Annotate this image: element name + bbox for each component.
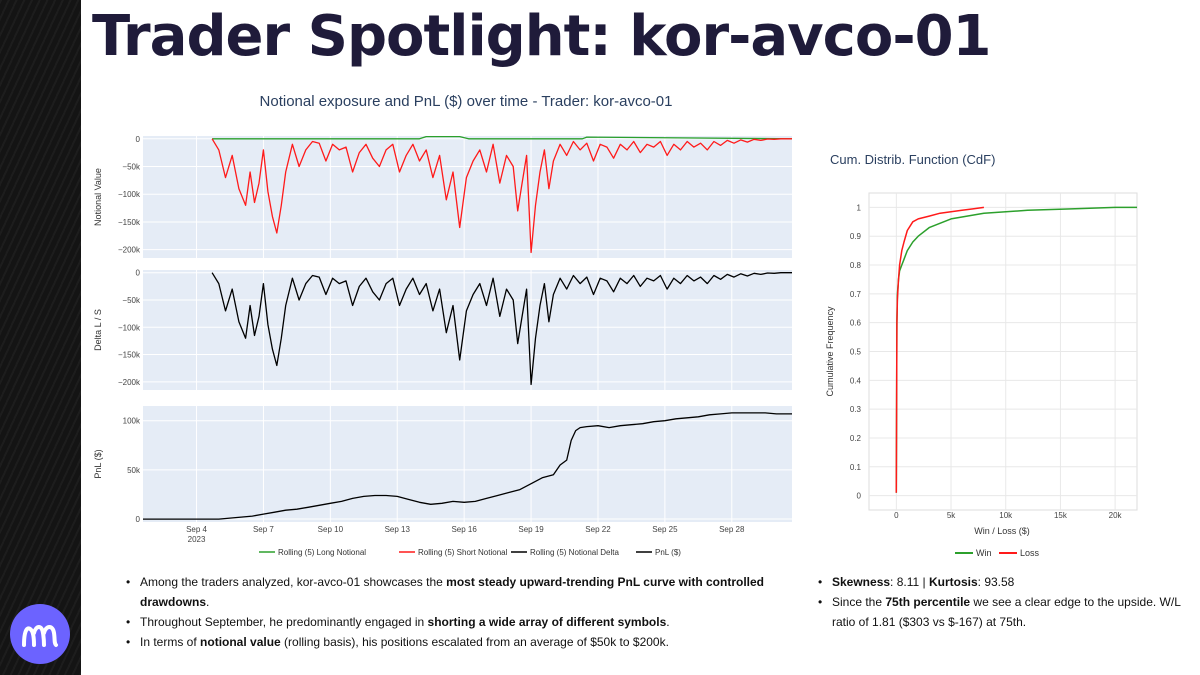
main-chart-title: Notional exposure and PnL ($) over time … [260, 93, 673, 110]
x-tick-label: Sep 19 [518, 525, 544, 534]
bullet-text: (rolling basis), his positions escalated… [280, 635, 669, 649]
x-tick-label: Sep 4 [186, 525, 207, 534]
bullet-item: Throughout September, he predominantly e… [120, 612, 780, 632]
bullet-text: . [666, 615, 670, 629]
bullet-item: Since the 75th percentile we see a clear… [812, 592, 1182, 632]
cdf-y-tick-label: 0.6 [850, 319, 862, 328]
bullet-text: we see a clear edge to the upside. W/L r… [832, 595, 1181, 629]
page-title: Trader Spotlight: kor-avco-01 [92, 4, 991, 69]
cdf-y-axis-label: Cumulative Frequency [825, 306, 835, 397]
notes-left: Among the traders analyzed, kor-avco-01 … [120, 572, 780, 652]
bullet-bold-text: shorting a wide array of different symbo… [427, 615, 667, 629]
logo-m-icon [22, 625, 58, 647]
loss-cdf-line [895, 206, 985, 493]
notional-delta-line [211, 272, 792, 386]
bullet-text: Throughout September, he predominantly e… [140, 615, 428, 629]
cdf-y-tick-label: 0 [857, 492, 862, 501]
y-tick-label: −50k [122, 163, 141, 172]
bullet-text: : 93.58 [977, 575, 1015, 589]
y-tick-label: −100k [118, 323, 141, 332]
y-axis-label: Delta L / S [93, 309, 103, 351]
y-tick-label: 0 [136, 269, 141, 278]
short-notional-line [211, 138, 792, 254]
bullet-bold-text: 75th percentile [885, 595, 971, 609]
bullet-item: Skewness: 8.11 | Kurtosis: 93.58 [812, 572, 1182, 592]
brand-logo [10, 604, 70, 664]
charts-area: Notional exposure and PnL ($) over time … [93, 93, 1138, 558]
cdf-y-tick-label: 0.5 [850, 348, 862, 357]
y-tick-label: 0 [136, 135, 141, 144]
left-sidebar [0, 0, 81, 675]
legend-label: Rolling (5) Short Notional [418, 548, 508, 557]
cdf-title: Cum. Distrib. Function (CdF) [830, 152, 995, 167]
x-tick-label: Sep 16 [451, 525, 477, 534]
legend-label: Rolling (5) Notional Delta [530, 548, 619, 557]
cdf-x-tick-label: 0 [894, 511, 899, 520]
bullet-bold-text: notional value [200, 635, 281, 649]
cdf-x-tick-label: 10k [999, 511, 1013, 520]
cdf-y-tick-label: 0.4 [850, 376, 862, 385]
sidebar-texture [0, 0, 81, 675]
cdf-y-tick-label: 0.2 [850, 434, 862, 443]
cdf-y-tick-label: 0.1 [850, 463, 862, 472]
legend-label: PnL ($) [655, 548, 681, 557]
bullet-bold-text: most steady upward-trending PnL curve wi… [140, 575, 764, 609]
bullet-item: Among the traders analyzed, kor-avco-01 … [120, 572, 780, 612]
x-tick-label: Sep 13 [385, 525, 411, 534]
y-tick-label: −100k [118, 190, 141, 199]
y-tick-label: −150k [118, 218, 141, 227]
plot-panel-1-bg [143, 136, 792, 258]
x-year-label: 2023 [188, 535, 206, 544]
cdf-y-tick-label: 0.3 [850, 405, 862, 414]
cdf-legend-label: Loss [1020, 548, 1040, 558]
cdf-y-tick-label: 0.7 [850, 290, 862, 299]
cdf-legend-label: Win [976, 548, 992, 558]
y-tick-label: 100k [123, 417, 141, 426]
x-tick-label: Sep 25 [652, 525, 678, 534]
plot-panel-3-bg [143, 406, 792, 522]
notional-pnl-chart: Notional exposure and PnL ($) over time … [93, 93, 793, 557]
long-notional-line [212, 135, 793, 140]
notes-right: Skewness: 8.11 | Kurtosis: 93.58Since th… [812, 572, 1182, 632]
x-tick-label: Sep 28 [719, 525, 745, 534]
pnl-line [143, 412, 792, 520]
x-tick-label: Sep 22 [585, 525, 611, 534]
y-tick-label: −200k [118, 246, 141, 255]
y-tick-label: −150k [118, 351, 141, 360]
bullet-text: Since the [832, 595, 886, 609]
cdf-x-tick-label: 5k [947, 511, 956, 520]
bullet-text: Among the traders analyzed, kor-avco-01 … [140, 575, 447, 589]
bullet-bold-text: Kurtosis [928, 575, 978, 589]
bullet-bold-text: Skewness [832, 575, 891, 589]
plot-panel-2-bg [143, 270, 792, 390]
cdf-chart: Cum. Distrib. Function (CdF) 0 0.1 0.2 0.3 0.… [825, 152, 1138, 558]
y-axis-label: Notional Value [93, 168, 103, 226]
x-tick-label: Sep 7 [253, 525, 274, 534]
y-tick-label: −200k [118, 378, 141, 387]
y-tick-label: 50k [127, 466, 141, 475]
bullet-text: . [206, 595, 210, 609]
cdf-x-tick-label: 15k [1054, 511, 1068, 520]
cdf-y-tick-label: 0.8 [850, 261, 862, 270]
bullet-text: In terms of [140, 635, 201, 649]
bullet-text: : 8.11 | [890, 575, 929, 589]
y-tick-label: 0 [136, 515, 141, 524]
cdf-x-tick-label: 20k [1109, 511, 1123, 520]
cdf-y-tick-label: 1 [857, 203, 862, 212]
bullet-item: In terms of notional value (rolling basi… [120, 632, 780, 652]
cdf-y-tick-label: 0.9 [850, 232, 862, 241]
cdf-x-axis-label: Win / Loss ($) [974, 526, 1030, 536]
x-tick-label: Sep 10 [318, 525, 344, 534]
legend-label: Rolling (5) Long Notional [278, 548, 366, 557]
y-tick-label: −50k [122, 296, 141, 305]
y-axis-label: PnL ($) [93, 449, 103, 478]
